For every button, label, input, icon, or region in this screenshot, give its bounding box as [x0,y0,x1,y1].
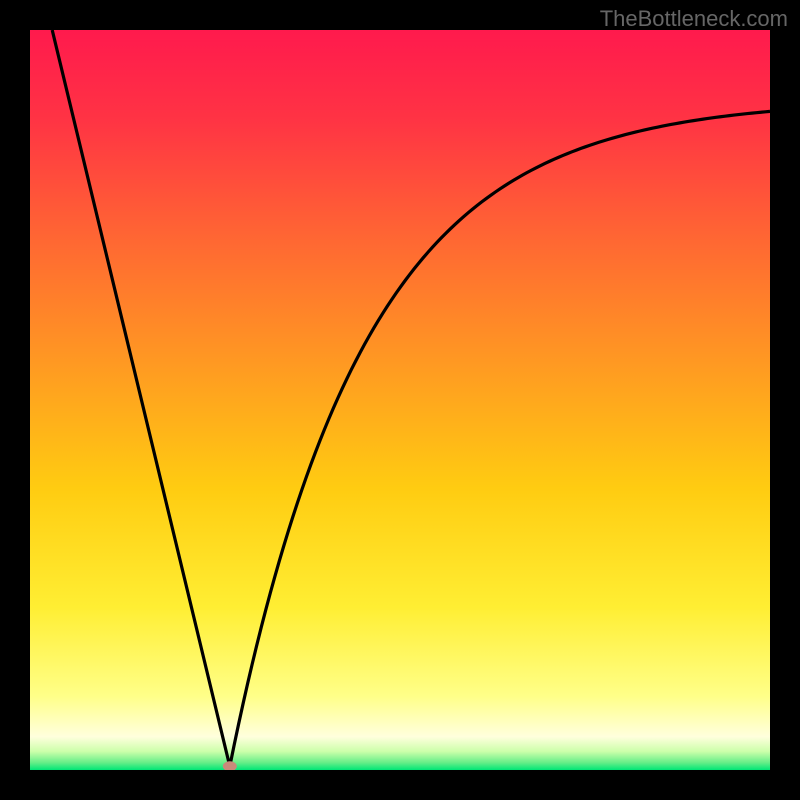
plot-area [30,30,770,770]
chart-frame: TheBottleneck.com [0,0,800,800]
watermark-text: TheBottleneck.com [600,6,788,32]
bottleneck-curve-chart [30,30,770,770]
